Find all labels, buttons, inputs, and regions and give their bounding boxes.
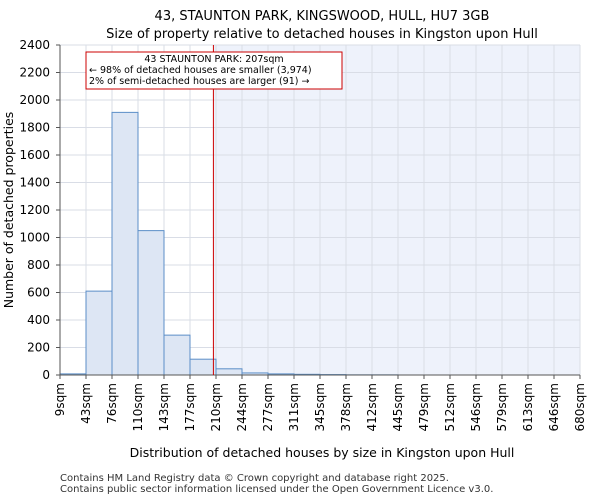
annotation-line-1: 43 STAUNTON PARK: 207sqm bbox=[144, 54, 283, 65]
x-tick-label: 445sqm bbox=[391, 383, 405, 431]
y-tick-label: 1000 bbox=[19, 231, 50, 245]
x-tick-label: 143sqm bbox=[157, 383, 171, 431]
y-tick-label: 600 bbox=[27, 286, 50, 300]
y-tick-label: 1400 bbox=[19, 176, 50, 190]
bar-43sqm bbox=[85, 290, 113, 376]
chart: 43, STAUNTON PARK, KINGSWOOD, HULL, HU7 … bbox=[1, 9, 587, 460]
x-tick-label: 311sqm bbox=[287, 383, 301, 431]
x-tick-label: 479sqm bbox=[417, 383, 431, 431]
y-tick-label: 1600 bbox=[19, 148, 50, 162]
x-tick-label: 378sqm bbox=[339, 383, 353, 431]
x-tick-label: 177sqm bbox=[183, 383, 197, 431]
y-tick-label: 800 bbox=[27, 258, 50, 272]
bar-143sqm bbox=[163, 334, 191, 376]
annotation-box: 43 STAUNTON PARK: 207sqm ← 98% of detach… bbox=[85, 51, 343, 90]
x-tick-label: 613sqm bbox=[521, 383, 535, 431]
annotation-line-2: ← 98% of detached houses are smaller (3,… bbox=[89, 65, 312, 76]
x-tick-label: 546sqm bbox=[469, 383, 483, 431]
x-tick-label: 110sqm bbox=[131, 383, 145, 431]
x-axis-label: Distribution of detached houses by size … bbox=[130, 445, 515, 460]
y-tick-label: 400 bbox=[27, 313, 50, 327]
x-tick-label: 412sqm bbox=[365, 383, 379, 431]
x-tick-label: 43sqm bbox=[79, 383, 93, 424]
x-tick-label: 9sqm bbox=[53, 383, 67, 416]
x-tick-label: 345sqm bbox=[313, 383, 327, 431]
bar-210sqm bbox=[215, 368, 243, 376]
chart-title: 43, STAUNTON PARK, KINGSWOOD, HULL, HU7 … bbox=[155, 9, 490, 24]
bar-110sqm bbox=[137, 230, 165, 376]
annotation-line-3: 2% of semi-detached houses are larger (9… bbox=[89, 76, 309, 87]
footer-line-1: Contains HM Land Registry data © Crown c… bbox=[60, 473, 449, 484]
x-tick-label: 76sqm bbox=[105, 383, 119, 424]
y-tick-label: 0 bbox=[42, 368, 50, 382]
x-tick-label: 277sqm bbox=[261, 383, 275, 431]
x-tick-label: 244sqm bbox=[235, 383, 249, 431]
y-tick-label: 1200 bbox=[19, 203, 50, 217]
x-tick-label: 646sqm bbox=[547, 383, 561, 431]
y-tick-label: 1800 bbox=[19, 121, 50, 135]
y-axis-label: Number of detached properties bbox=[1, 112, 16, 309]
y-tick-label: 2000 bbox=[19, 93, 50, 107]
x-tick-label: 512sqm bbox=[443, 383, 457, 431]
x-tick-label: 210sqm bbox=[209, 383, 223, 431]
bar-177sqm bbox=[189, 358, 217, 376]
x-tick-label: 579sqm bbox=[495, 383, 509, 431]
x-tick-label: 680sqm bbox=[573, 383, 587, 431]
footer-line-2: Contains public sector information licen… bbox=[60, 484, 494, 495]
y-tick-label: 2400 bbox=[19, 38, 50, 52]
bar-76sqm bbox=[111, 111, 139, 376]
y-tick-label: 2200 bbox=[19, 66, 50, 80]
chart-subtitle: Size of property relative to detached ho… bbox=[106, 27, 538, 42]
y-tick-label: 200 bbox=[27, 341, 50, 355]
